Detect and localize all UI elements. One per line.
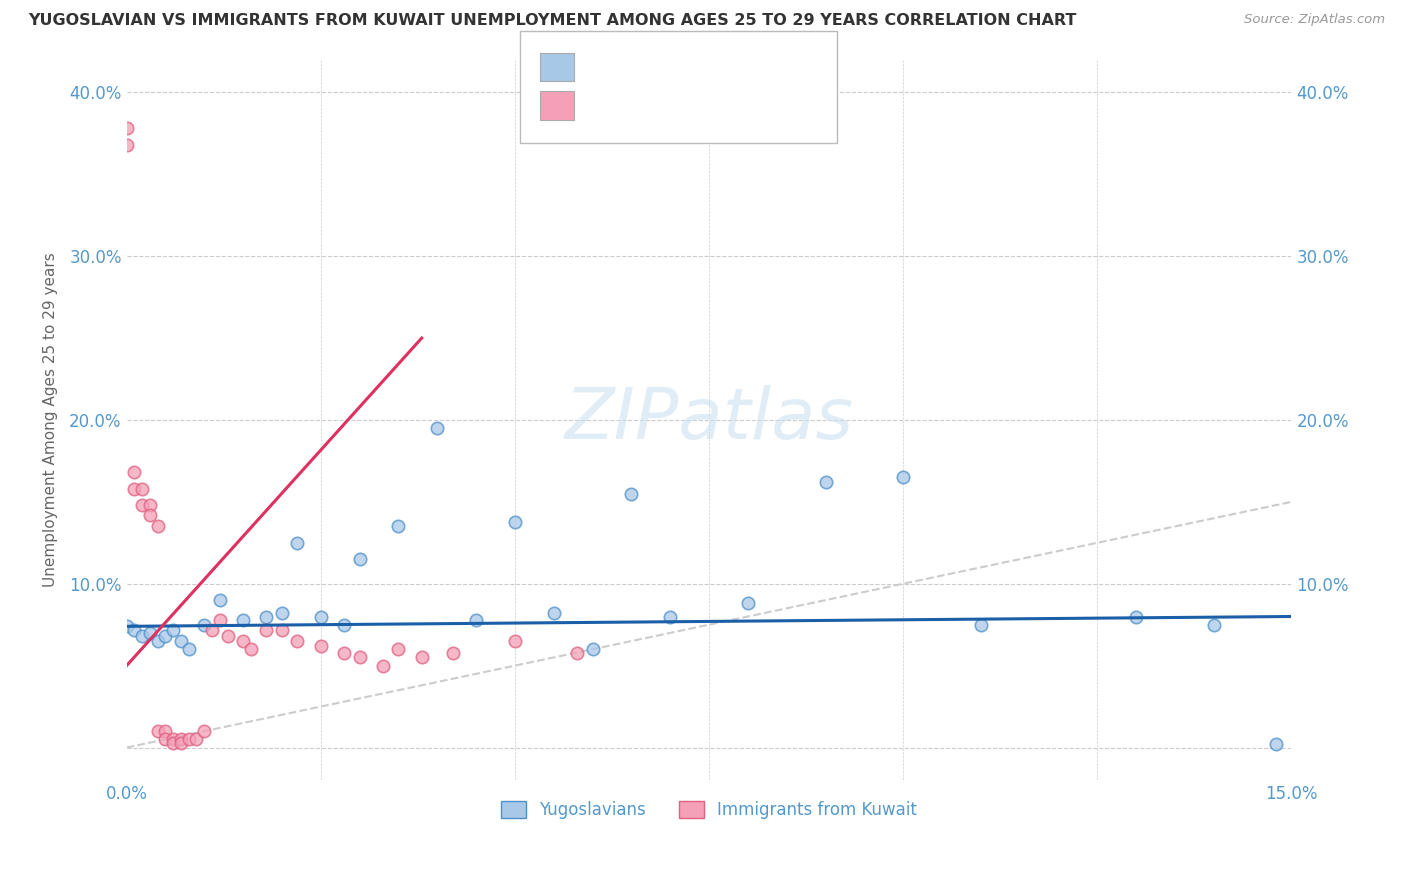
Text: R =: R =	[583, 94, 617, 109]
Point	[503, 634, 526, 648]
Point	[565, 646, 588, 660]
Point	[177, 642, 200, 657]
Point	[737, 596, 759, 610]
Point	[162, 736, 184, 750]
Point	[115, 619, 138, 633]
Point	[1125, 609, 1147, 624]
Point	[186, 732, 208, 747]
Point	[124, 623, 146, 637]
Point	[333, 646, 356, 660]
Point	[217, 629, 239, 643]
Point	[349, 552, 371, 566]
Point	[170, 634, 193, 648]
Point	[371, 658, 394, 673]
Y-axis label: Unemployment Among Ages 25 to 29 years: Unemployment Among Ages 25 to 29 years	[44, 252, 58, 587]
Point	[503, 515, 526, 529]
Point	[208, 593, 231, 607]
Text: YUGOSLAVIAN VS IMMIGRANTS FROM KUWAIT UNEMPLOYMENT AMONG AGES 25 TO 29 YEARS COR: YUGOSLAVIAN VS IMMIGRANTS FROM KUWAIT UN…	[28, 13, 1077, 29]
Point	[170, 732, 193, 747]
Text: ZIPatlas: ZIPatlas	[565, 385, 853, 454]
Point	[155, 629, 177, 643]
Point	[970, 617, 993, 632]
Point	[271, 606, 294, 620]
Point	[349, 650, 371, 665]
Point	[271, 623, 294, 637]
Point	[124, 482, 146, 496]
Point	[411, 650, 433, 665]
Point	[193, 724, 215, 739]
Point	[139, 508, 162, 522]
Point	[581, 642, 603, 657]
Point	[155, 732, 177, 747]
Text: 36: 36	[728, 94, 749, 109]
Point	[239, 642, 262, 657]
Point	[146, 634, 169, 648]
Point	[387, 642, 409, 657]
Point	[162, 732, 184, 747]
Text: 0.024: 0.024	[623, 55, 671, 70]
Point	[131, 482, 153, 496]
Point	[387, 519, 409, 533]
Point	[333, 617, 356, 632]
Point	[232, 613, 254, 627]
Point	[201, 623, 224, 637]
Point	[170, 736, 193, 750]
Point	[193, 617, 215, 632]
Point	[287, 536, 309, 550]
Point	[162, 623, 184, 637]
Point	[426, 421, 449, 435]
Point	[254, 623, 277, 637]
Point	[1264, 737, 1286, 751]
Point	[659, 609, 682, 624]
Point	[465, 613, 488, 627]
Point	[254, 609, 277, 624]
Point	[543, 606, 565, 620]
Point	[891, 470, 914, 484]
Point	[232, 634, 254, 648]
Point	[814, 475, 837, 490]
Point	[115, 137, 138, 152]
Text: R =: R =	[583, 55, 617, 70]
Point	[441, 646, 464, 660]
Point	[115, 121, 138, 136]
Text: 33: 33	[728, 55, 749, 70]
Text: 0.314: 0.314	[623, 94, 671, 109]
Point	[309, 639, 332, 653]
Text: Source: ZipAtlas.com: Source: ZipAtlas.com	[1244, 13, 1385, 27]
Point	[131, 629, 153, 643]
Text: N =: N =	[689, 55, 723, 70]
Point	[139, 626, 162, 640]
Point	[309, 609, 332, 624]
Legend: Yugoslavians, Immigrants from Kuwait: Yugoslavians, Immigrants from Kuwait	[494, 795, 924, 826]
Point	[620, 486, 643, 500]
Point	[124, 466, 146, 480]
Point	[146, 519, 169, 533]
Point	[155, 724, 177, 739]
Point	[131, 498, 153, 512]
Point	[146, 724, 169, 739]
Text: N =: N =	[689, 94, 723, 109]
Point	[1202, 617, 1225, 632]
Point	[177, 732, 200, 747]
Point	[208, 613, 231, 627]
Point	[139, 498, 162, 512]
Point	[287, 634, 309, 648]
